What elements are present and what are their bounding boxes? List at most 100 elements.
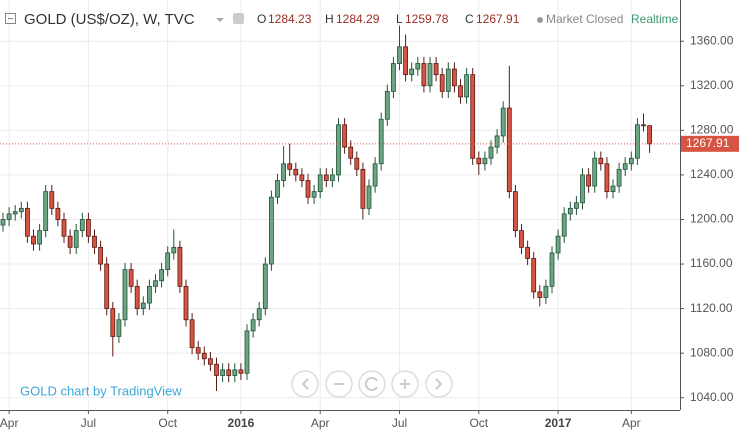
candle-body xyxy=(226,369,232,376)
candle-body xyxy=(378,118,384,165)
candle-body xyxy=(366,185,372,209)
candle-body xyxy=(159,269,165,282)
candle-body xyxy=(116,319,122,337)
candle-body xyxy=(299,174,305,181)
y-tick-label: 1200.00 xyxy=(690,212,734,226)
candle-body xyxy=(61,219,67,237)
candle-body xyxy=(445,68,451,92)
high-value: 1284.29 xyxy=(336,12,380,26)
candle-body xyxy=(250,319,256,332)
scroll-left-button[interactable] xyxy=(291,370,319,398)
candle-body xyxy=(146,285,152,304)
candle-body xyxy=(519,230,524,248)
candle-body xyxy=(238,369,244,374)
candle-body xyxy=(500,107,506,137)
candle-body xyxy=(0,219,6,226)
settings-icon[interactable] xyxy=(233,13,244,24)
candle-body xyxy=(628,157,634,165)
status-dot xyxy=(537,17,543,23)
candles xyxy=(0,25,680,392)
candle-body xyxy=(189,319,195,349)
candle-body xyxy=(390,63,396,92)
y-tick-label: 1160.00 xyxy=(690,256,733,270)
low-value: 1259.78 xyxy=(405,12,449,26)
market-status: Market Closed xyxy=(546,12,623,26)
candle-body xyxy=(476,157,482,165)
candle-body xyxy=(323,174,329,181)
candle-body xyxy=(293,168,299,176)
candle-body xyxy=(549,252,555,287)
candle-body xyxy=(134,285,140,310)
candle-body xyxy=(177,246,183,287)
candle-body xyxy=(635,124,640,159)
candle-body xyxy=(525,246,530,259)
candle-body xyxy=(244,330,250,374)
open-value: 1284.23 xyxy=(268,12,312,26)
candle-body xyxy=(427,63,433,87)
right-icon xyxy=(435,378,443,390)
candle-body xyxy=(104,263,110,310)
y-tick-label: 1040.00 xyxy=(690,390,734,404)
low-label: L xyxy=(396,12,403,26)
candle-body xyxy=(592,157,598,187)
candle-body xyxy=(317,174,323,193)
candle-body xyxy=(561,213,567,237)
candle-body xyxy=(24,207,30,237)
candle-body xyxy=(403,46,409,76)
candle-body xyxy=(128,269,134,287)
candle-body xyxy=(275,180,280,198)
candle-body xyxy=(348,146,354,159)
x-tick-label: Apr xyxy=(0,416,18,430)
candle-body xyxy=(86,219,91,237)
candle-body xyxy=(574,202,579,209)
candle-body xyxy=(55,207,61,220)
close-value: 1267.91 xyxy=(476,12,520,26)
candle-body xyxy=(580,174,585,204)
candle-body xyxy=(49,191,55,209)
candle-body xyxy=(421,63,427,87)
candle-body xyxy=(342,124,348,148)
axes: 1040.00 1080.00 1120.00 1160.00 1200.00 1240.… xyxy=(0,33,739,430)
candle-body xyxy=(92,235,97,248)
candle-body xyxy=(616,168,622,187)
candle-body xyxy=(171,246,177,254)
y-tick-label: 1080.00 xyxy=(690,345,734,359)
open-label: O xyxy=(257,12,266,26)
high-label: H xyxy=(325,12,334,26)
symbol-title: GOLD (US$/OZ), W, TVC xyxy=(24,11,195,28)
candle-body xyxy=(397,46,402,64)
candle-body xyxy=(537,291,543,298)
collapse-icon[interactable] xyxy=(5,13,16,24)
candle-body xyxy=(622,163,628,170)
zoom-icons xyxy=(301,377,443,391)
x-tick-label: Apr xyxy=(311,416,330,430)
candle-body xyxy=(79,219,85,232)
scroll-right-button[interactable] xyxy=(425,370,453,398)
candle-body xyxy=(305,180,311,198)
candle-body xyxy=(647,125,652,145)
candle-body xyxy=(482,157,488,165)
candle-body xyxy=(262,263,268,310)
reset-button[interactable] xyxy=(358,370,386,398)
candle-body xyxy=(543,285,549,298)
candle-body xyxy=(610,185,616,193)
candle-body xyxy=(384,90,390,120)
x-tick-label: Jul xyxy=(81,416,96,430)
x-tick-label: Oct xyxy=(469,416,488,430)
candle-body xyxy=(555,235,561,254)
last-price-label: 1267.91 xyxy=(686,136,730,150)
candle-body xyxy=(140,302,146,310)
candle-body xyxy=(122,269,128,321)
candle-body xyxy=(207,358,213,365)
candle-body xyxy=(214,363,219,376)
candle-body xyxy=(287,163,293,170)
candle-body xyxy=(268,196,274,265)
x-tick-label: Jul xyxy=(392,416,407,430)
candle-body xyxy=(451,68,457,87)
candle-body xyxy=(43,191,49,232)
x-tick-label: 2016 xyxy=(228,416,255,430)
dropdown-arrow[interactable] xyxy=(216,18,224,22)
y-tick-label: 1120.00 xyxy=(690,301,733,315)
candle-body xyxy=(110,308,116,337)
